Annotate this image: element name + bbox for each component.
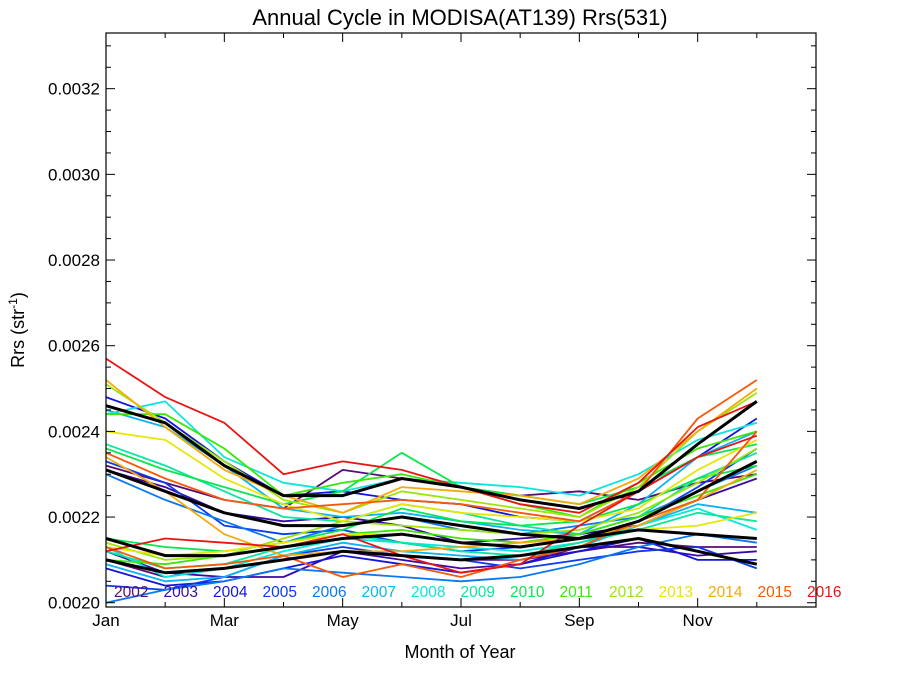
y-tick-label: 0.0022 [48,508,100,527]
x-tick-label: Nov [683,611,714,630]
legend-label-2008: 2008 [411,584,445,601]
legend-label-2013: 2013 [659,584,693,601]
legend-label-2016: 2016 [807,584,841,601]
chart-title: Annual Cycle in MODISA(AT139) Rrs(531) [252,5,667,30]
y-tick-label: 0.0024 [48,422,100,441]
y-tick-label: 0.0020 [48,594,100,613]
legend-label-2002: 2002 [114,584,148,601]
x-tick-label: Sep [564,611,594,630]
mean-lines-layer [105,400,758,575]
mean-line-4 [105,537,758,575]
legend-label-2007: 2007 [362,584,396,601]
x-tick-label: Jul [450,611,472,630]
series-line-2015-1 [105,379,758,523]
legend-label-2014: 2014 [708,584,743,601]
legend-label-2004: 2004 [213,584,248,601]
x-tick-label: Jan [92,611,119,630]
y-axis-label-exponent: -1 [6,298,20,309]
series-line-2014-1 [105,379,758,514]
y-tick-label: 0.0026 [48,337,100,356]
y-tick-label: 0.0028 [48,251,100,270]
legend-label-2011: 2011 [560,584,593,601]
legend-label-2005: 2005 [263,584,297,601]
y-tick-label: 0.0030 [48,165,100,184]
y-axis-label: Rrs (str-1) [6,292,28,368]
series-line-2010-2 [105,464,757,553]
legend-label-2012: 2012 [609,584,643,601]
y-tick-label: 0.0032 [48,80,100,99]
legend-label-2010: 2010 [510,584,545,601]
mean-line-1 [105,400,758,510]
series-line-2006-2 [105,533,757,604]
legend-label-2003: 2003 [164,584,198,601]
x-tick-label: Mar [210,611,240,630]
series-line-2016-2 [105,434,758,574]
series-line-2016-1 [105,357,758,514]
x-tick-label: May [327,611,360,630]
legend-label-2015: 2015 [758,584,792,601]
series-line-2014-2 [105,456,758,557]
legend-label-2006: 2006 [312,584,346,601]
series-line-2013-1 [105,430,758,523]
axes-layer: Jan Mar May Jul Sep Nov 0.0020 0.0022 0.0024 0.00… [48,32,817,630]
legend-label-2009: 2009 [461,584,495,601]
mean-line-2 [105,460,758,540]
mean-line-3 [105,528,757,558]
legend: 2002 2003 2004 2005 2006 2007 2008 2009 2010 2011… [114,584,841,601]
x-axis-label: Month of Year [404,642,515,662]
y-axis-label-text: Rrs (str [8,309,28,368]
y-axis-label-suffix: ) [8,292,28,298]
